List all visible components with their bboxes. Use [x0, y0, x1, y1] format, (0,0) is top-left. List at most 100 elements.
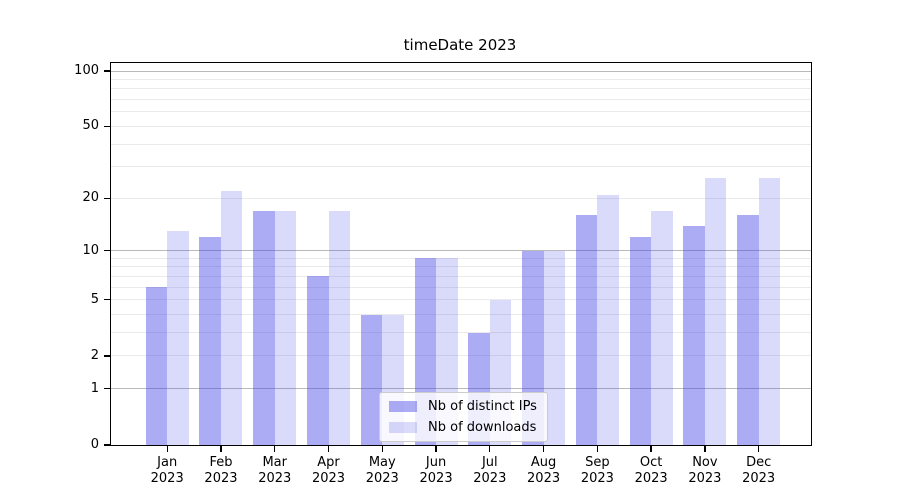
- x-tick-label: Nov 2023: [673, 455, 737, 487]
- x-tick-label: Jan 2023: [135, 455, 199, 487]
- x-tick-label: Jun 2023: [404, 455, 468, 487]
- gridline-minor: [111, 257, 811, 259]
- x-tick-year: 2023: [204, 471, 238, 486]
- gridline-minor: [111, 355, 811, 357]
- bar-distinct-ips-oct: [629, 237, 652, 445]
- x-tick-year: 2023: [150, 471, 184, 486]
- x-tick-month: Nov: [692, 455, 718, 470]
- x-tick-month: Jun: [425, 455, 447, 470]
- bar-downloads-jan: [167, 231, 189, 445]
- y-tick-label: 100: [74, 63, 99, 78]
- x-tick-month: Jan: [157, 455, 178, 470]
- chart-title: timeDate 2023: [403, 36, 517, 54]
- gridline-minor: [111, 286, 811, 288]
- x-tick-month: Sep: [585, 455, 610, 470]
- y-tick-mark: [104, 388, 110, 390]
- gridline-minor: [111, 99, 811, 101]
- x-tick-month: Mar: [262, 455, 287, 470]
- x-tick-mark: [758, 446, 760, 452]
- x-tick-mark: [220, 446, 222, 452]
- y-tick-mark: [104, 444, 110, 446]
- bar-distinct-ips-dec: [737, 215, 759, 445]
- y-tick-mark: [104, 197, 110, 199]
- x-tick-mark: [274, 446, 276, 452]
- x-tick-label: Oct 2023: [619, 455, 683, 487]
- legend-label-downloads: Nb of downloads: [428, 420, 537, 435]
- x-tick-month: Oct: [639, 455, 663, 470]
- legend-swatch-distinct-ips: [389, 401, 417, 412]
- y-tick-label: 1: [90, 380, 99, 396]
- bar-distinct-ips-feb: [199, 237, 221, 445]
- x-tick-label: Aug 2023: [512, 455, 576, 487]
- x-tick-label: Apr 2023: [297, 455, 361, 487]
- x-tick-mark: [542, 446, 545, 452]
- x-tick-year: 2023: [580, 471, 614, 486]
- bar-downloads-feb: [220, 190, 243, 445]
- x-tick-month: Jul: [481, 455, 498, 470]
- bar-downloads-mar: [274, 210, 297, 445]
- x-tick-year: 2023: [365, 471, 399, 486]
- bar-downloads-oct: [651, 210, 673, 445]
- x-tick-year: 2023: [634, 471, 668, 486]
- legend-entry-distinct-ips: Nb of distinct IPs: [389, 399, 537, 414]
- legend-entry-downloads: Nb of downloads: [389, 420, 537, 435]
- y-tick-mark: [104, 355, 110, 357]
- gridline-minor: [111, 299, 811, 301]
- bar-distinct-ips-sep: [575, 215, 598, 445]
- x-tick-mark: [435, 446, 437, 452]
- x-tick-label: Mar 2023: [243, 455, 307, 487]
- x-tick-label: May 2023: [350, 455, 414, 487]
- x-tick-year: 2023: [258, 471, 292, 486]
- x-tick-year: 2023: [311, 471, 346, 486]
- bar-downloads-aug: [543, 250, 566, 445]
- gridline-major: [111, 70, 811, 72]
- y-tick-mark: [104, 299, 110, 301]
- legend: Nb of distinct IPs Nb of downloads: [379, 392, 548, 442]
- x-tick-label: Feb 2023: [189, 455, 253, 487]
- bar-downloads-sep: [597, 194, 619, 445]
- x-tick-label: Jul 2023: [458, 455, 522, 487]
- gridline-major: [111, 388, 811, 390]
- x-tick-year: 2023: [742, 471, 776, 486]
- x-tick-year: 2023: [527, 471, 561, 486]
- x-tick-month: May: [368, 455, 396, 470]
- bar-distinct-ips-may: [360, 314, 383, 445]
- x-tick-year: 2023: [473, 471, 507, 486]
- gridline-minor: [111, 78, 811, 80]
- gridline-minor: [111, 332, 811, 334]
- x-tick-year: 2023: [688, 471, 722, 486]
- y-tick-label: 10: [82, 242, 99, 258]
- gridline-minor: [111, 111, 811, 113]
- x-tick-mark: [704, 446, 706, 452]
- y-tick-label: 5: [90, 291, 99, 307]
- gridline-minor: [111, 266, 811, 268]
- y-tick-mark: [104, 250, 110, 252]
- bar-distinct-ips-jan: [145, 287, 168, 445]
- x-tick-mark: [166, 446, 168, 452]
- x-tick-month: Feb: [209, 455, 233, 470]
- legend-swatch-downloads: [389, 422, 417, 433]
- gridline-minor: [111, 314, 811, 316]
- x-tick-mark: [596, 446, 598, 452]
- bar-downloads-dec: [758, 177, 781, 445]
- y-tick-label: 50: [82, 118, 99, 134]
- legend-label-distinct-ips: Nb of distinct IPs: [428, 399, 537, 414]
- bar-distinct-ips-mar: [253, 210, 275, 445]
- y-tick-mark: [104, 125, 110, 128]
- bar-downloads-nov: [704, 177, 727, 445]
- gridline-minor: [111, 197, 811, 199]
- x-tick-mark: [489, 446, 491, 452]
- y-tick-label: 20: [82, 190, 99, 206]
- y-tick-label: 0: [90, 437, 99, 452]
- x-tick-month: Apr: [317, 455, 340, 470]
- gridline-minor: [111, 88, 811, 90]
- x-tick-month: Aug: [530, 455, 557, 470]
- x-tick-year: 2023: [419, 471, 453, 486]
- gridline-major: [111, 250, 811, 252]
- x-tick-mark: [650, 446, 652, 452]
- gridline-minor: [111, 143, 811, 145]
- bar-distinct-ips-nov: [683, 225, 705, 445]
- bar-downloads-apr: [328, 210, 350, 445]
- x-tick-mark: [381, 446, 383, 452]
- gridline-minor: [111, 275, 811, 277]
